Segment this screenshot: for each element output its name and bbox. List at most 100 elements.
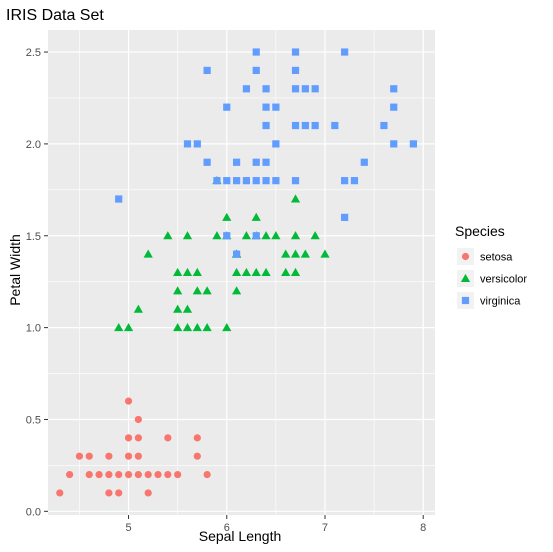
data-point-virginica — [272, 177, 280, 185]
data-point-versicolor — [192, 323, 202, 332]
y-tick-label: 1.5 — [26, 231, 41, 243]
data-point-setosa — [95, 470, 103, 479]
data-point-versicolor — [202, 286, 212, 295]
data-point-virginica — [390, 103, 398, 111]
data-point-virginica — [272, 103, 280, 111]
data-point-versicolor — [182, 304, 193, 313]
data-point-virginica — [223, 177, 231, 185]
data-point-setosa — [193, 434, 201, 442]
data-point-virginica — [311, 121, 319, 130]
y-tick-labels: 0.0 0.5 1.0 1.5 2.0 2.5 — [26, 47, 41, 518]
data-point-setosa — [134, 415, 142, 424]
data-point-setosa — [203, 470, 211, 479]
legend-items: setosa versicolor virginica — [457, 248, 527, 309]
data-point-versicolor — [123, 323, 134, 332]
data-point-virginica — [223, 103, 231, 111]
data-point-virginica — [183, 140, 192, 148]
data-point-virginica — [341, 213, 349, 221]
data-point-virginica — [252, 66, 260, 75]
data-point-versicolor — [251, 212, 261, 221]
data-point-versicolor — [281, 249, 291, 258]
chart-title: IRIS Data Set — [6, 7, 104, 24]
y-tick-label: 2.0 — [26, 139, 41, 151]
data-point-virginica — [203, 158, 211, 166]
data-point-versicolor — [192, 267, 202, 276]
data-point-virginica — [291, 121, 300, 130]
data-point-versicolor — [173, 267, 183, 276]
data-point-versicolor — [173, 304, 183, 313]
y-axis-title: Petal Width — [7, 234, 23, 306]
data-point-virginica — [301, 85, 309, 93]
data-point-setosa — [85, 452, 93, 460]
y-tick-label: 2.5 — [26, 47, 41, 59]
data-point-setosa — [105, 489, 113, 497]
data-point-virginica — [252, 232, 260, 240]
x-tick-label: 6 — [224, 522, 230, 534]
data-point-virginica — [272, 140, 280, 148]
data-point-versicolor — [212, 231, 222, 240]
data-point-virginica — [350, 177, 359, 185]
data-point-versicolor — [222, 323, 232, 332]
data-point-virginica — [341, 48, 349, 56]
data-point-setosa — [56, 489, 64, 497]
data-point-virginica — [341, 177, 349, 185]
data-point-virginica — [409, 140, 417, 148]
data-point-versicolor — [173, 323, 183, 332]
data-point-setosa — [164, 434, 172, 442]
data-point-setosa — [174, 470, 182, 479]
data-point-versicolor — [261, 231, 271, 240]
data-point-virginica — [331, 121, 339, 130]
data-point-versicolor — [182, 231, 193, 240]
data-point-virginica — [291, 48, 300, 56]
data-point-virginica — [262, 85, 270, 93]
data-point-versicolor — [173, 286, 183, 295]
legend: Species setosa versicolor virginica — [455, 223, 527, 309]
data-point-setosa — [154, 470, 162, 479]
legend-label-setosa: setosa — [480, 252, 513, 264]
data-point-versicolor — [163, 231, 173, 240]
data-point-setosa — [134, 434, 142, 442]
data-point-virginica — [203, 66, 211, 75]
data-point-versicolor — [133, 304, 143, 313]
legend-marker-setosa — [461, 252, 470, 261]
data-point-setosa — [115, 489, 123, 497]
data-point-versicolor — [290, 267, 301, 276]
data-point-virginica — [291, 66, 300, 75]
data-point-versicolor — [241, 267, 252, 276]
data-point-virginica — [232, 158, 241, 166]
y-tick-label: 1.0 — [26, 323, 41, 335]
data-point-versicolor — [231, 286, 242, 295]
data-point-setosa — [124, 397, 133, 405]
data-point-setosa — [124, 434, 133, 442]
data-point-virginica — [252, 177, 260, 185]
data-point-setosa — [75, 452, 84, 460]
data-point-versicolor — [290, 231, 301, 240]
data-point-setosa — [66, 470, 74, 479]
data-point-versicolor — [310, 231, 320, 240]
data-point-setosa — [85, 470, 93, 479]
data-point-setosa — [124, 452, 133, 460]
data-point-virginica — [291, 177, 300, 185]
data-point-virginica — [213, 177, 221, 185]
data-point-versicolor — [143, 249, 153, 258]
data-point-virginica — [232, 250, 241, 258]
grid-major — [48, 30, 435, 515]
legend-marker-versicolor — [460, 273, 471, 282]
data-point-setosa — [124, 470, 133, 479]
legend-marker-virginica — [461, 296, 470, 305]
data-point-versicolor — [192, 286, 202, 295]
data-point-virginica — [311, 85, 319, 93]
legend-title: Species — [455, 223, 505, 239]
data-point-virginica — [252, 158, 260, 166]
data-point-setosa — [164, 470, 172, 479]
data-point-setosa — [134, 470, 142, 479]
data-point-virginica — [252, 48, 260, 56]
data-point-versicolor — [202, 323, 212, 332]
data-point-versicolor — [182, 267, 193, 276]
plot-panel — [48, 30, 435, 515]
data-point-virginica — [193, 140, 201, 148]
data-point-versicolor — [251, 267, 261, 276]
data-point-setosa — [144, 489, 152, 497]
data-point-virginica — [390, 140, 398, 148]
